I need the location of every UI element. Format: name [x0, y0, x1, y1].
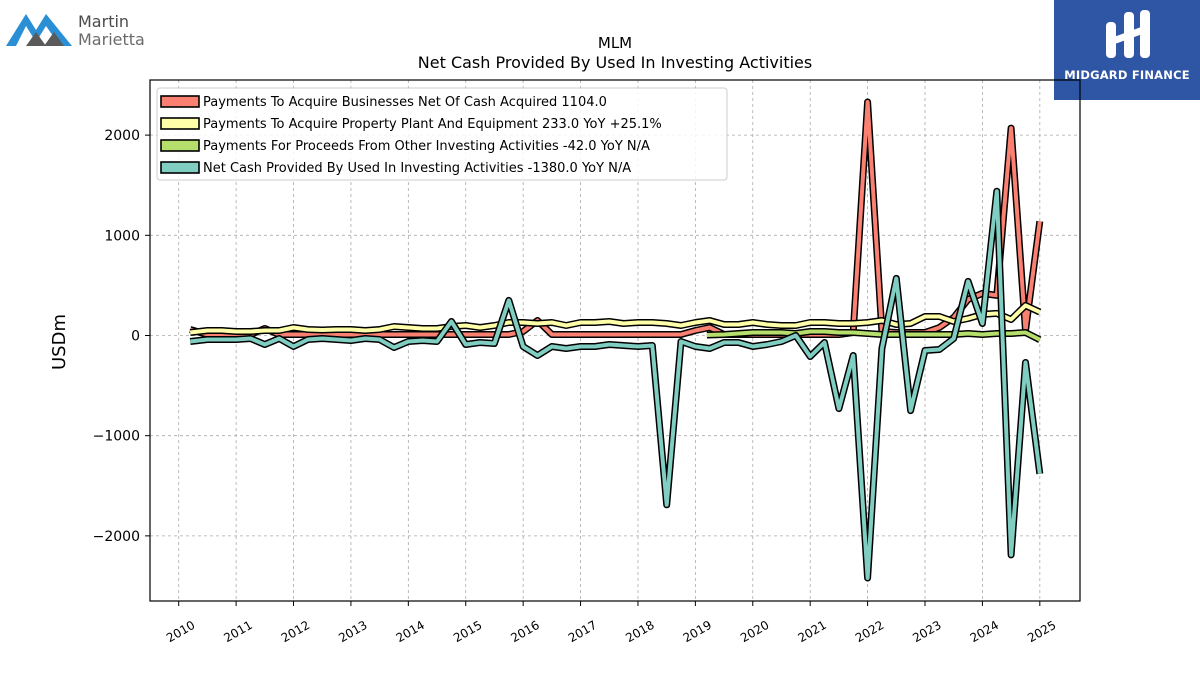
- series-line: [189, 189, 1042, 580]
- legend-swatch: [160, 117, 200, 130]
- legend-swatch: [160, 95, 200, 108]
- chart-subtitle: Net Cash Provided By Used In Investing A…: [418, 53, 812, 72]
- plot-frame: [149, 79, 1081, 602]
- series-outline: [189, 187, 1044, 582]
- x-tick-label: 2020: [738, 618, 771, 645]
- y-tick-label: 0: [131, 328, 140, 344]
- x-tick-label: 2012: [279, 618, 312, 645]
- brand-name-right: MIDGARD FINANCE: [1064, 68, 1190, 82]
- legend: Payments To Acquire Businesses Net Of Ca…: [156, 87, 728, 181]
- x-tick-label: 2023: [910, 618, 943, 645]
- x-tick-label: 2011: [221, 618, 254, 645]
- legend-label: Payments To Acquire Businesses Net Of Ca…: [203, 95, 607, 110]
- legend-label: Payments For Proceeds From Other Investi…: [203, 139, 650, 154]
- series-layer: [189, 98, 1044, 582]
- x-tick-label: 2019: [681, 618, 714, 645]
- x-tick-label: 2015: [451, 618, 484, 645]
- x-tick-label: 2021: [795, 618, 828, 645]
- x-tick-label: 2022: [853, 618, 886, 645]
- y-tick-label: −2000: [93, 529, 140, 545]
- legend-swatch: [160, 161, 200, 174]
- y-tick-label: 2000: [104, 128, 140, 144]
- y-tick-label: 1000: [104, 228, 140, 244]
- legend-box: [156, 87, 728, 181]
- brand-logo-left: Martin Marietta: [6, 6, 166, 50]
- x-tick-label: 2018: [623, 618, 656, 645]
- legend-label: Payments To Acquire Property Plant And E…: [203, 117, 662, 132]
- series-line: [706, 329, 1041, 342]
- brand-name-line2: Marietta: [78, 30, 145, 49]
- mountain-logo-icon: [6, 14, 72, 46]
- legend-swatch: [160, 139, 200, 152]
- x-tick-label: 2025: [1025, 618, 1058, 645]
- midgard-logo-icon: [1106, 10, 1150, 58]
- legend-label: Net Cash Provided By Used In Investing A…: [203, 161, 631, 176]
- x-tick-label: 2024: [968, 618, 1001, 645]
- x-tick-label: 2017: [566, 618, 599, 645]
- chart-title: MLM: [598, 34, 632, 52]
- x-tick-label: 2010: [164, 618, 197, 645]
- x-tick-label: 2016: [508, 618, 541, 645]
- brand-badge-right: MIDGARD FINANCE: [1054, 0, 1200, 100]
- brand-name-line1: Martin: [78, 12, 130, 31]
- x-tick-label: 2013: [336, 618, 369, 645]
- y-tick-label: −1000: [93, 429, 140, 445]
- x-tick-label: 2014: [394, 618, 427, 645]
- y-axis-label: USDm: [49, 314, 70, 370]
